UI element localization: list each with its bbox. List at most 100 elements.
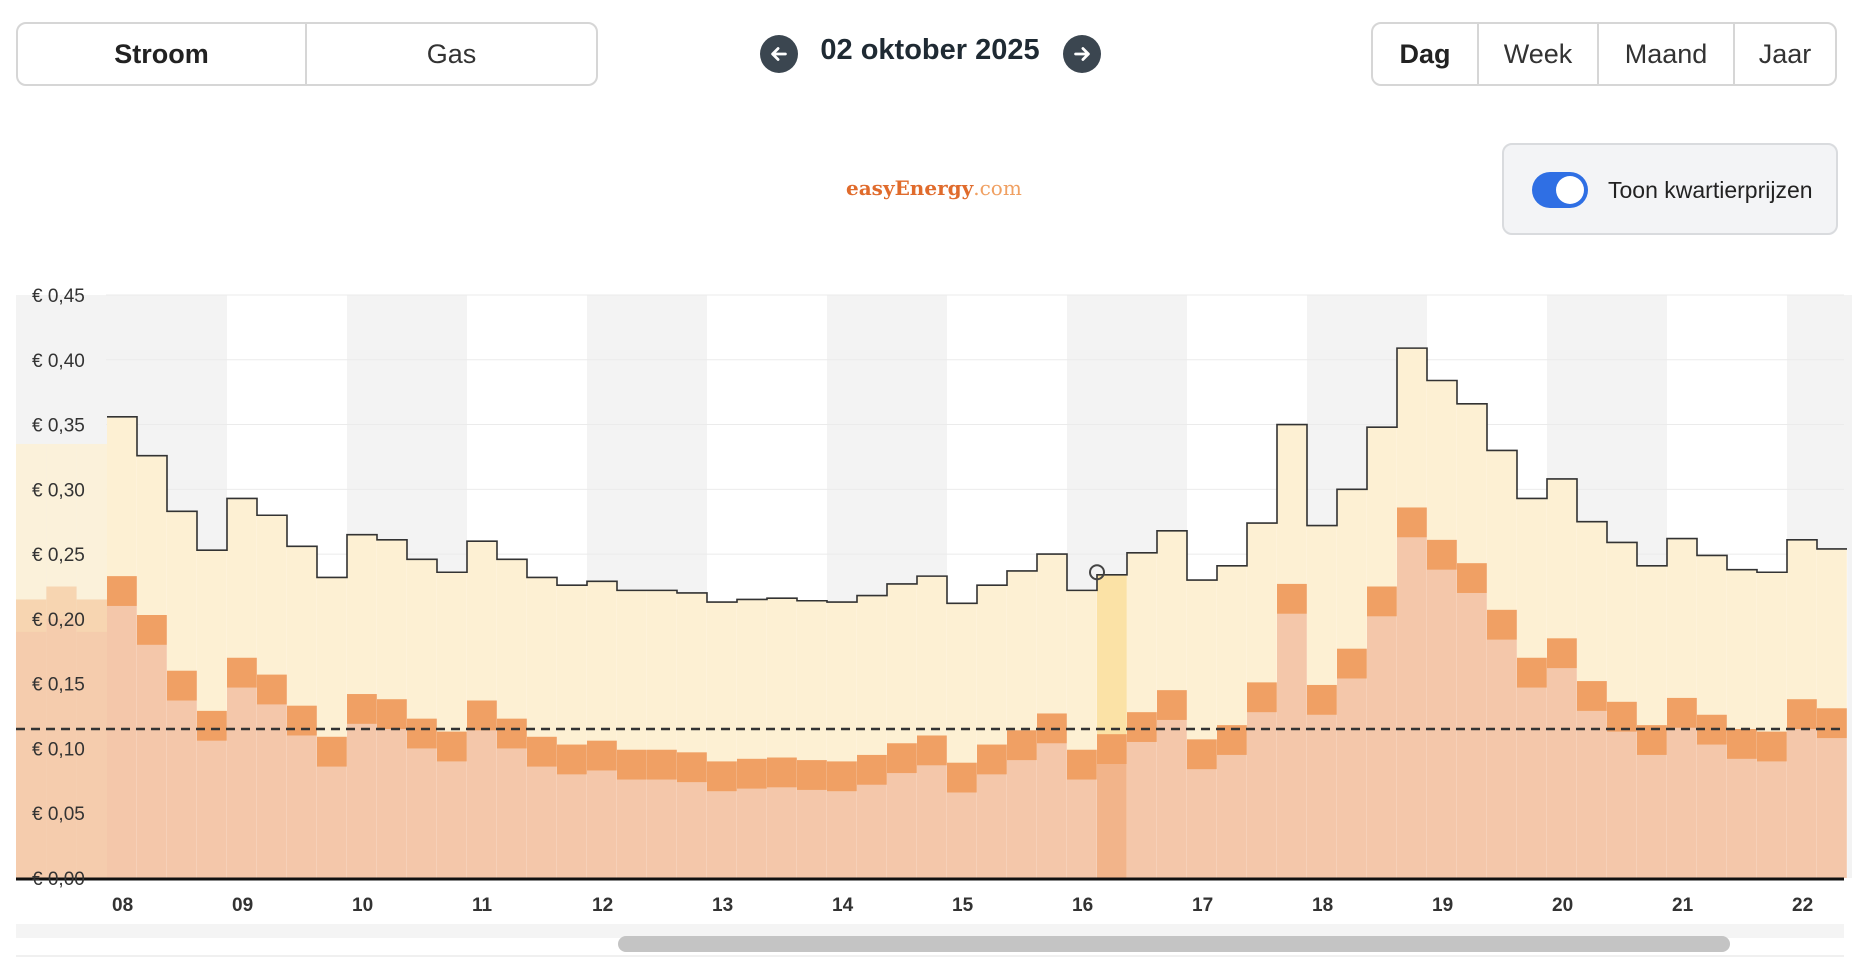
base-price-bar	[737, 788, 767, 878]
pre-base-bar	[16, 631, 47, 878]
base-price-bar	[1187, 769, 1217, 878]
base-price-bar	[347, 723, 377, 878]
base-price-bar	[557, 774, 587, 878]
navigator-scrollbar	[618, 936, 1730, 952]
base-price-bar	[1367, 616, 1397, 878]
base-price-bar	[527, 766, 557, 878]
quarter-price-label: Toon kwartierprijzen	[1608, 177, 1813, 203]
x-tick-label: 12	[592, 895, 613, 916]
pre-base-bar	[46, 618, 77, 878]
x-tick-label: 11	[472, 895, 493, 916]
price-chart: € 0,00 € 0,05 € 0,10 € 0,15 € 0,20 € 0,25 € 0,…	[16, 286, 1852, 957]
x-tick-label: 22	[1792, 895, 1813, 916]
period-toggle: Dag Week Maand Jaar	[1371, 22, 1837, 86]
y-tick-label: € 0,25	[32, 545, 85, 566]
base-price-bar	[437, 761, 467, 878]
base-price-bar	[1397, 537, 1427, 878]
base-price-bar	[167, 700, 197, 878]
base-price-bar	[1727, 758, 1757, 878]
base-price-bar	[887, 773, 917, 878]
base-price-bar	[137, 644, 167, 878]
base-price-bar	[1517, 687, 1547, 878]
y-tick-label: € 0,10	[32, 739, 85, 760]
base-price-bar	[1307, 714, 1337, 878]
next-day-button[interactable]	[1063, 35, 1101, 73]
base-price-bar	[1697, 744, 1727, 878]
base-price-bar	[767, 787, 797, 878]
base-price-bar	[407, 748, 437, 878]
x-tick-label: 20	[1552, 895, 1573, 916]
base-price-bar	[497, 748, 527, 878]
x-tick-label: 09	[232, 895, 253, 916]
x-tick-label: 15	[952, 895, 974, 916]
base-price-bar	[197, 740, 227, 878]
logo-text-main: easyEnergy	[846, 176, 974, 200]
x-tick-label: 08	[112, 895, 133, 916]
base-price-bar	[857, 784, 887, 878]
x-tick-label: 18	[1312, 895, 1333, 916]
base-price-bar	[677, 782, 707, 878]
base-price-bar	[647, 779, 677, 878]
base-price-bar	[1487, 639, 1517, 878]
pre-base-bar	[76, 631, 107, 878]
base-price-bar	[947, 792, 977, 878]
y-tick-label: € 0,20	[32, 610, 85, 631]
base-price-bar	[977, 774, 1007, 878]
x-tick-label: 21	[1672, 895, 1694, 916]
base-price-bar	[467, 730, 497, 878]
base-price-bar	[377, 729, 407, 878]
base-price-bar	[707, 791, 737, 878]
base-price-bar	[1577, 710, 1607, 878]
x-tick-label: 17	[1192, 895, 1213, 916]
total-price-step-line	[107, 347, 1847, 605]
base-price-bar	[1127, 741, 1157, 878]
energy-type-toggle: Stroom Gas	[16, 22, 598, 86]
x-tick-label: 14	[832, 895, 854, 916]
y-tick-label: € 0,00	[32, 869, 85, 890]
stroom-button[interactable]: Stroom	[18, 24, 307, 84]
switch-knob	[1556, 176, 1584, 204]
current-date-label: 02 oktober 2025	[820, 34, 1040, 66]
base-price-bar	[257, 704, 287, 878]
easyenergy-logo: easyEnergy.com	[846, 176, 1022, 200]
base-price-bar	[287, 735, 317, 878]
previous-day-button[interactable]	[760, 35, 798, 73]
y-tick-label: € 0,30	[32, 480, 85, 501]
y-tick-label: € 0,35	[32, 416, 85, 437]
quarter-price-toggle-panel: Toon kwartierprijzen	[1502, 143, 1838, 235]
base-price-bar	[797, 789, 827, 878]
x-tick-label: 13	[712, 895, 733, 916]
base-price-bar	[917, 765, 947, 878]
base-price-bar	[1607, 731, 1637, 878]
base-price-bar	[1097, 763, 1127, 878]
period-day-button[interactable]: Dag	[1373, 24, 1479, 84]
base-price-bar	[827, 791, 857, 878]
period-month-button[interactable]: Maand	[1599, 24, 1735, 84]
period-week-button[interactable]: Week	[1479, 24, 1599, 84]
base-price-bar	[1007, 760, 1037, 878]
hover-point-marker	[1089, 564, 1105, 581]
base-price-bar	[1637, 754, 1667, 878]
quarter-price-switch[interactable]	[1532, 172, 1588, 208]
x-tick-label: 16	[1072, 895, 1093, 916]
base-price-bar	[317, 766, 347, 878]
base-price-bar	[1247, 712, 1277, 878]
base-price-bar	[1337, 678, 1367, 878]
x-tick-label: 19	[1432, 895, 1453, 916]
base-price-bar	[227, 687, 257, 878]
base-price-bar	[1277, 613, 1307, 878]
base-price-bar	[1787, 729, 1817, 878]
base-price-bar	[1547, 668, 1577, 878]
gas-button[interactable]: Gas	[426, 38, 477, 69]
base-price-bar	[1667, 727, 1697, 878]
logo-text-suffix: .com	[973, 176, 1022, 200]
y-tick-label: € 0,05	[32, 804, 85, 825]
y-tick-label: € 0,15	[32, 675, 85, 696]
base-price-bar	[1157, 719, 1187, 878]
base-price-bar	[1037, 743, 1067, 878]
period-year-button[interactable]: Jaar	[1758, 38, 1812, 69]
base-price-bar	[107, 605, 137, 878]
base-price-bar	[587, 770, 617, 878]
base-price-bar	[1757, 761, 1787, 878]
arrow-right-icon	[1074, 47, 1090, 61]
